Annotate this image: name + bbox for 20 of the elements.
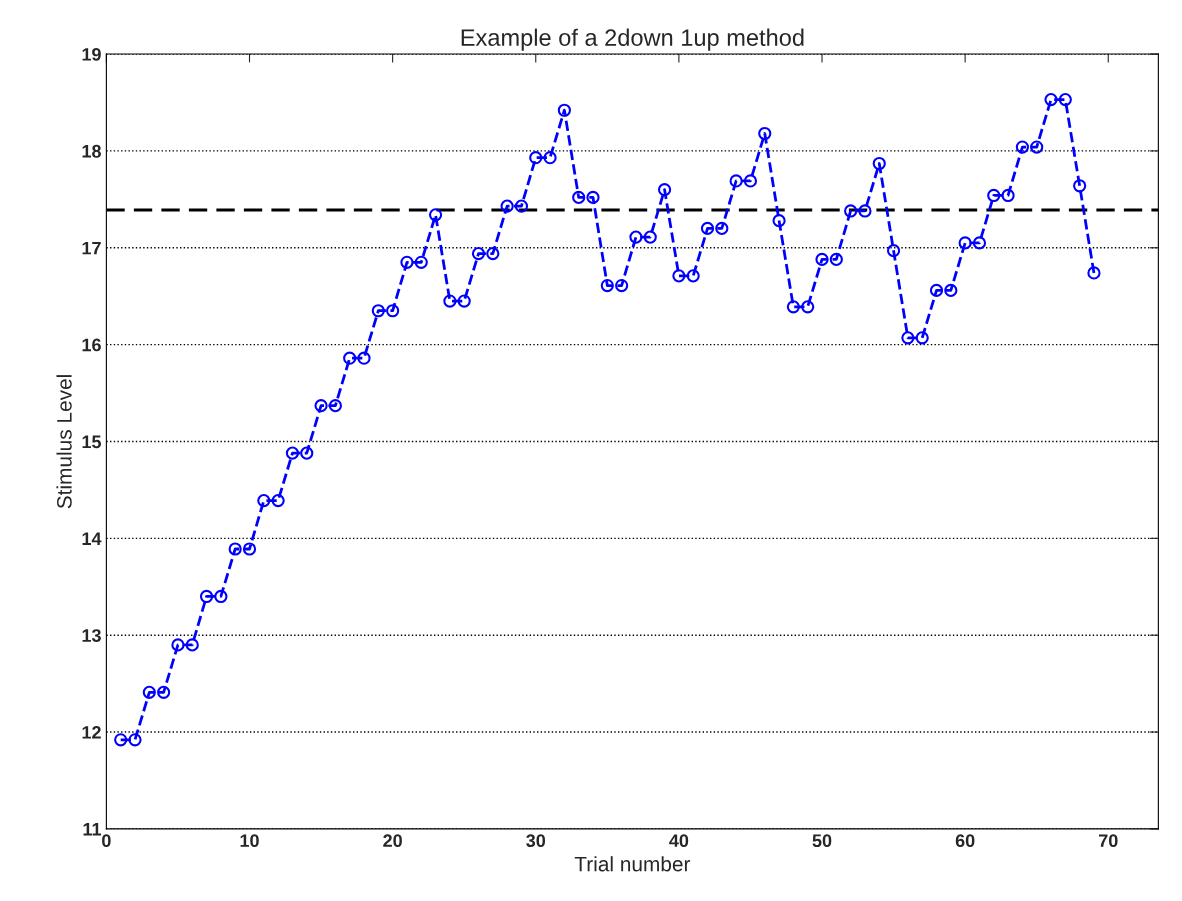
x-tick-label: 40 [669,834,689,848]
x-tick-label: 30 [526,834,546,848]
x-tick-label: 20 [383,834,402,848]
x-axis-title: Trial number [574,856,691,872]
y-tick-label: 13 [82,629,101,642]
x-tick-label: 60 [955,834,975,848]
y-tick-label: 19 [82,47,101,61]
y-tick-label: 12 [82,726,101,739]
x-tick-label: 70 [1099,834,1118,848]
y-tick-label: 17 [82,241,101,255]
y-tick-label: 16 [82,338,101,352]
x-tick-label: 10 [240,834,259,848]
y-tick-label: 15 [82,435,102,449]
x-tick-label: 50 [812,834,832,848]
chart-title: Example of a 2down 1up method [461,28,804,51]
y-tick-label: 14 [82,532,102,545]
y-tick-label: 18 [82,144,101,158]
x-tick-label: 0 [102,834,111,848]
y-axis-title: Stimulus Level [56,375,72,509]
y-tick-label: 11 [83,823,102,836]
